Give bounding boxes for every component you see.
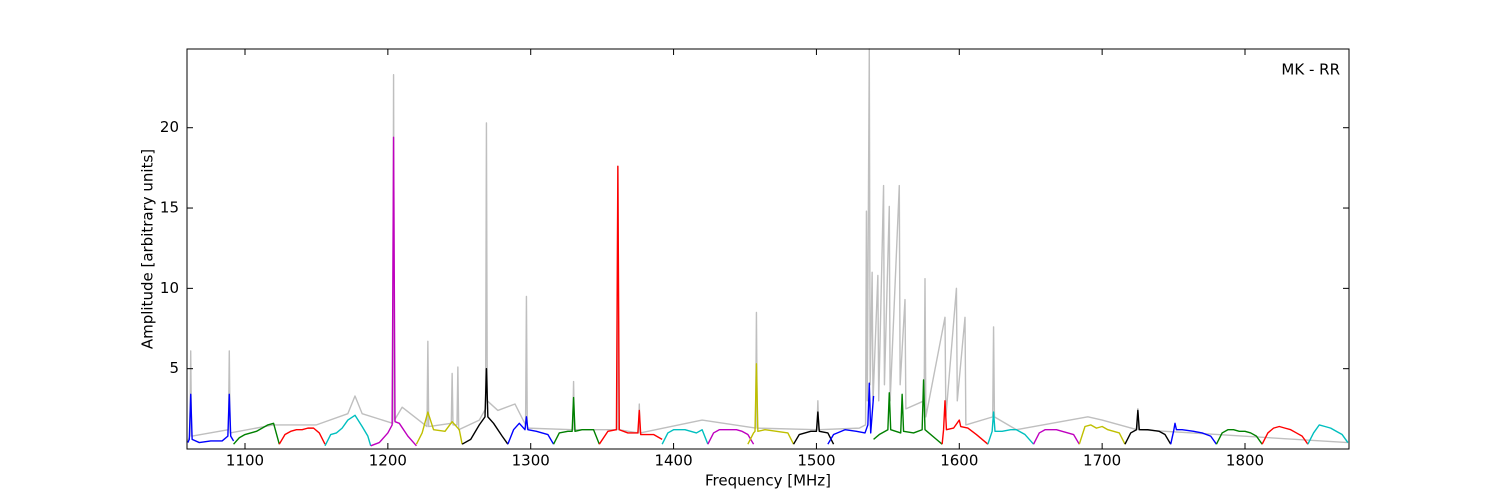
x-axis-label: Frequency [MHz]	[705, 472, 831, 490]
spectrum-line	[278, 427, 326, 445]
spectrum-line	[324, 414, 372, 447]
annotation: MK - RR	[1281, 61, 1340, 79]
plot-frame	[186, 48, 1350, 450]
spectrum-line	[827, 382, 875, 445]
y-tick-label: 5	[169, 359, 179, 377]
spectrum-line	[233, 422, 280, 445]
spectrum-line	[1215, 429, 1263, 445]
x-tick-label: 1400	[654, 452, 692, 470]
y-tick-label: 20	[160, 118, 179, 136]
x-tick-label: 1500	[797, 452, 835, 470]
x-tick-label: 1300	[512, 452, 550, 470]
x-tick-label: 1200	[369, 452, 407, 470]
spectrum-line	[598, 165, 663, 445]
plot-area	[187, 48, 1349, 447]
y-tick-label: 10	[160, 279, 179, 297]
spectrum-line	[747, 363, 795, 445]
x-tick-label: 1600	[940, 452, 978, 470]
y-axis-label: Amplitude [arbitrary units]	[139, 149, 157, 349]
spectrum-line	[415, 411, 463, 445]
spectrum-line	[661, 429, 709, 445]
x-tick-label: 1100	[226, 452, 264, 470]
x-tick-label: 1800	[1226, 452, 1264, 470]
spectrum-line	[1124, 409, 1172, 445]
spectrum-line	[552, 396, 600, 445]
spectrum-line	[187, 48, 1348, 444]
spectrum-line	[507, 416, 555, 445]
spectrum-line	[873, 379, 943, 445]
spectrum-line	[1032, 429, 1080, 445]
spectrum-line	[187, 393, 235, 444]
spectrum-line	[941, 400, 989, 445]
spectrum-line	[1261, 425, 1309, 445]
spectrum-line	[987, 411, 1035, 445]
spectrum-line	[461, 367, 509, 445]
y-tick-label: 15	[160, 199, 179, 217]
spectrum-line	[1170, 422, 1218, 445]
spectrum-line	[1307, 424, 1349, 445]
x-tick-label: 1700	[1083, 452, 1121, 470]
spectrum-line	[370, 136, 417, 447]
spectrum-line	[707, 429, 755, 445]
spectrum-line	[1078, 424, 1126, 445]
spectrum-line	[792, 411, 835, 445]
